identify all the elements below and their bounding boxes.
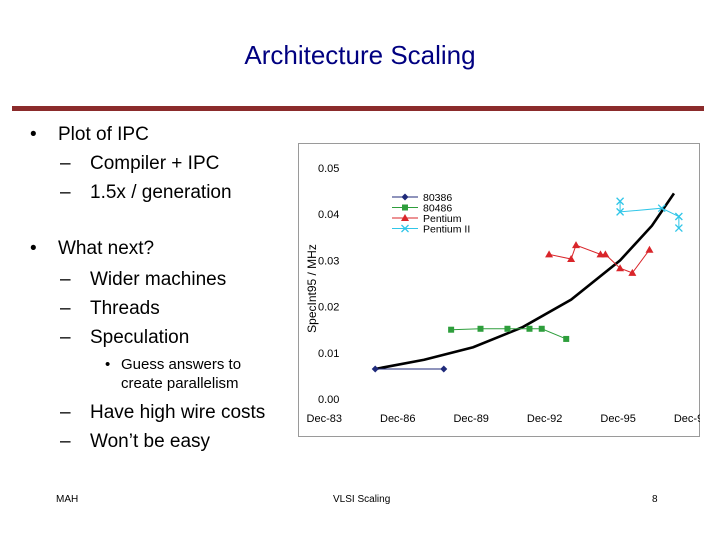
sub-bullet: – Have high wire costs (60, 400, 265, 426)
data-point-pentium (572, 241, 581, 249)
bullet-marker: • (30, 238, 37, 259)
bullet-2: • What next? (30, 236, 154, 262)
sub-bullet: – Compiler + IPC (60, 151, 219, 177)
slide-title: Architecture Scaling (244, 40, 476, 70)
data-point-pentium (567, 255, 576, 263)
legend-label-pentium: Pentium (423, 213, 462, 225)
sub-bullet: – Won’t be easy (60, 429, 210, 455)
data-point-80486 (477, 325, 484, 332)
y-axis-label: SpecInt95 / MHz (305, 244, 319, 333)
data-point-pentium (645, 245, 654, 253)
y-tick-label: 0.03 (318, 255, 339, 267)
title-divider (12, 106, 704, 111)
ipc-scaling-chart: 0.00 0.01 0.02 0.03 0.04 0.05 SpecInt95 / MHz D… (298, 143, 700, 437)
legend-marker-80486 (402, 204, 408, 211)
dash-marker: – (60, 298, 71, 319)
chart-frame (298, 143, 700, 437)
data-point-pentium-ii (674, 212, 683, 221)
y-tick-label: 0.05 (318, 163, 339, 175)
x-tick-label: Dec-86 (380, 413, 415, 425)
sub-bullet-text: Wider machines (90, 269, 227, 290)
data-point-80486 (448, 326, 455, 333)
bullet-marker: • (30, 124, 37, 145)
sub-bullet: – Wider machines (60, 267, 226, 293)
legend-label-80486: 80486 (423, 203, 452, 215)
sub-bullet: – Speculation (60, 325, 189, 351)
sub-bullet: –1.5x / generation (60, 180, 232, 206)
sub-bullet-text: Threads (90, 298, 160, 319)
sub-sub-bullet: • Guess answers to create parallelism (105, 355, 271, 393)
legend-marker-pentium-ii (401, 224, 409, 233)
sub-bullet: – Threads (60, 296, 160, 322)
data-point-80486 (538, 325, 545, 332)
legend-label-pentium-ii: Pentium II (423, 224, 470, 236)
data-point-pentium (628, 268, 637, 276)
sub-bullet-text: Won’t be easy (90, 431, 211, 452)
dash-marker: – (60, 431, 71, 452)
small-bullet-marker: • (105, 356, 111, 373)
footer-page-number: 8 (652, 494, 658, 505)
y-tick-label: 0.02 (318, 302, 339, 314)
footer-author: MAH (56, 494, 79, 505)
y-tick-label: 0.04 (318, 209, 339, 221)
dash-marker: – (60, 327, 71, 348)
legend-label-80386: 80386 (423, 192, 452, 204)
series-line-80486 (451, 328, 567, 340)
x-tick-label: Dec-89 (453, 413, 488, 425)
legend-marker-pentium (401, 214, 409, 221)
data-point-80486 (563, 335, 570, 342)
x-tick-label: Dec-92 (527, 413, 562, 425)
x-tick-label: Dec-83 (307, 413, 342, 425)
bullet-text: Plot of IPC (58, 124, 149, 145)
sub-bullet-text: 1.5x / generation (90, 182, 232, 203)
data-point-pentium-ii (657, 204, 666, 213)
data-point-pentium-ii (616, 207, 625, 216)
data-point-80486 (504, 325, 511, 332)
dash-marker: – (60, 153, 71, 174)
y-tick-label: 0.00 (318, 394, 339, 406)
dash-marker: – (60, 182, 71, 203)
trend-curve (374, 192, 676, 371)
sub-bullet-text: Compiler + IPC (90, 153, 220, 174)
sub-sub-bullet-text: Guess answers to create parallelism (121, 356, 242, 392)
data-point-80386 (371, 365, 379, 373)
data-point-pentium (616, 264, 625, 272)
bullet-text: What next? (58, 238, 155, 259)
dash-marker: – (60, 269, 71, 290)
sub-bullet-text: Speculation (90, 327, 190, 348)
data-point-80386 (440, 365, 448, 373)
data-point-80486 (526, 325, 533, 332)
footer-title: VLSI Scaling (333, 494, 391, 505)
x-tick-label: Dec-98 (674, 413, 700, 425)
sub-bullet-text: Have high wire costs (90, 402, 266, 423)
legend-marker-80386 (401, 193, 409, 201)
data-point-pentium (545, 250, 554, 258)
data-point-pentium (601, 250, 610, 258)
data-point-pentium-ii (616, 197, 625, 206)
bullet-1: • Plot of IPC (30, 122, 149, 148)
data-point-pentium-ii (674, 224, 683, 233)
y-tick-label: 0.01 (318, 348, 339, 360)
dash-marker: – (60, 402, 71, 423)
x-tick-label: Dec-95 (600, 413, 635, 425)
